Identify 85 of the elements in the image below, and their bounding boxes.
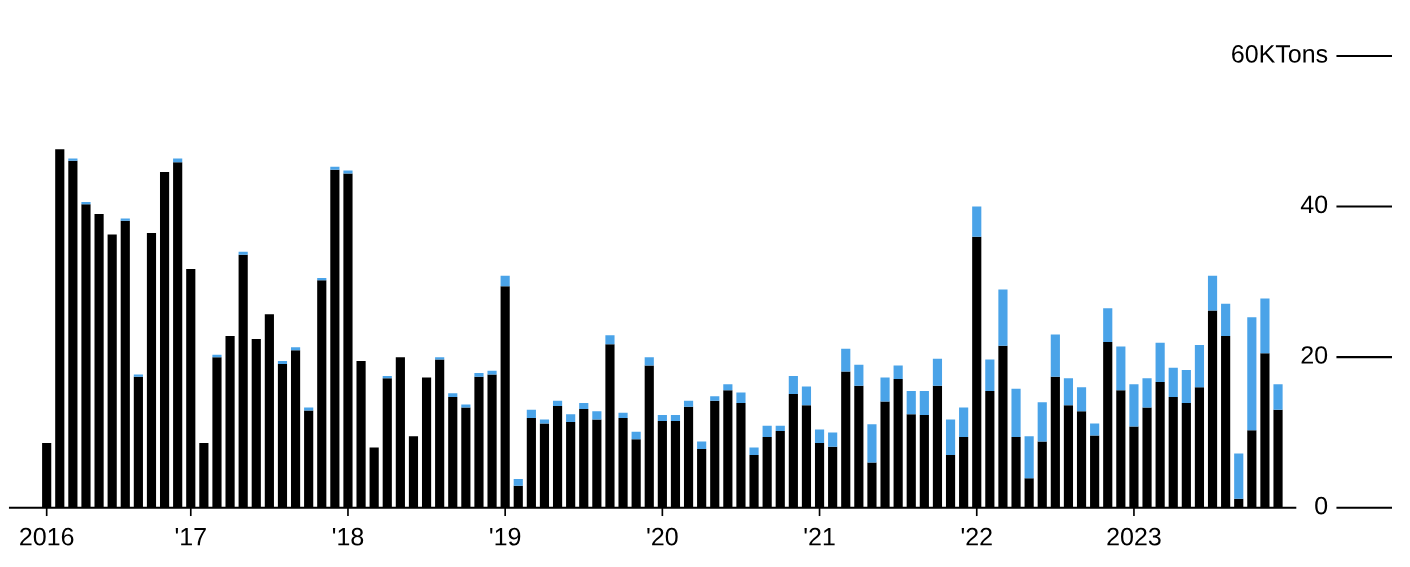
bar bbox=[1011, 388, 1021, 437]
bar bbox=[448, 393, 458, 398]
bar bbox=[919, 391, 929, 416]
bar bbox=[657, 415, 667, 422]
bar bbox=[749, 447, 759, 455]
bar bbox=[775, 425, 785, 431]
bar bbox=[1273, 384, 1283, 410]
y-tick-label: 20 bbox=[1301, 346, 1328, 364]
y-tick-label: 60KTons bbox=[1232, 45, 1328, 63]
bar bbox=[474, 372, 484, 377]
bar bbox=[801, 386, 812, 406]
bar bbox=[1076, 387, 1087, 412]
bar bbox=[81, 202, 91, 205]
bar bbox=[1168, 367, 1178, 398]
x-tick-label: '19 bbox=[490, 527, 521, 546]
bar bbox=[906, 391, 916, 415]
x-tick-label: '17 bbox=[175, 528, 206, 546]
bar bbox=[513, 479, 523, 486]
bar bbox=[1194, 345, 1205, 388]
bar bbox=[1221, 303, 1231, 337]
bar bbox=[945, 419, 956, 455]
bar bbox=[592, 411, 602, 420]
bar bbox=[579, 403, 589, 410]
x-tick-label: '20 bbox=[647, 527, 678, 546]
x-tick-label: '21 bbox=[804, 527, 835, 546]
bar bbox=[526, 409, 536, 419]
bar bbox=[736, 392, 746, 404]
bar bbox=[290, 347, 301, 351]
bar bbox=[605, 335, 615, 345]
bar bbox=[238, 251, 248, 255]
bar bbox=[618, 412, 628, 419]
y-tick-label: 40 bbox=[1300, 195, 1328, 214]
bar bbox=[985, 359, 995, 392]
bar bbox=[1090, 423, 1100, 436]
bar bbox=[762, 425, 772, 437]
bar bbox=[1103, 308, 1113, 343]
bar bbox=[710, 396, 720, 401]
bar bbox=[1142, 378, 1152, 408]
bar bbox=[1181, 369, 1191, 404]
x-tick-label: 2016 bbox=[20, 527, 74, 546]
bar bbox=[1260, 298, 1270, 354]
bar bbox=[1129, 384, 1139, 427]
bar bbox=[500, 275, 510, 287]
bar bbox=[631, 431, 641, 440]
bar bbox=[998, 289, 1008, 346]
bar bbox=[697, 441, 707, 449]
bar bbox=[1155, 342, 1165, 382]
bar bbox=[932, 358, 943, 386]
bar bbox=[1063, 378, 1074, 406]
bar bbox=[683, 400, 694, 407]
x-tick-label: '18 bbox=[332, 527, 364, 546]
x-tick-label: 2023 bbox=[1107, 527, 1161, 546]
bar bbox=[788, 375, 798, 395]
bar bbox=[304, 407, 314, 411]
bar bbox=[1247, 317, 1257, 431]
bar bbox=[841, 348, 851, 372]
bar bbox=[867, 424, 877, 463]
bar bbox=[552, 400, 563, 407]
bar bbox=[173, 158, 183, 163]
bar bbox=[972, 206, 982, 237]
bar bbox=[68, 158, 78, 161]
bar bbox=[893, 365, 903, 379]
bar bbox=[1024, 436, 1034, 479]
bar bbox=[959, 407, 969, 437]
y-tick-label: 0 bbox=[1315, 496, 1328, 515]
bar bbox=[212, 354, 222, 358]
bar bbox=[670, 415, 681, 422]
bar bbox=[133, 374, 143, 377]
bar bbox=[277, 360, 288, 364]
bar bbox=[1116, 346, 1126, 391]
bar bbox=[880, 377, 890, 402]
bar bbox=[1050, 334, 1060, 377]
bar bbox=[1234, 453, 1244, 499]
x-tick-label: '22 bbox=[961, 527, 992, 546]
bar bbox=[343, 170, 353, 174]
bar bbox=[814, 429, 825, 443]
bar bbox=[854, 364, 864, 386]
bar bbox=[723, 384, 733, 391]
bar bbox=[1037, 402, 1047, 442]
bar bbox=[828, 432, 838, 447]
bar bbox=[566, 414, 576, 422]
bar bbox=[644, 357, 654, 366]
bar bbox=[330, 166, 340, 170]
bar bbox=[1207, 275, 1218, 311]
bar bbox=[461, 404, 471, 408]
